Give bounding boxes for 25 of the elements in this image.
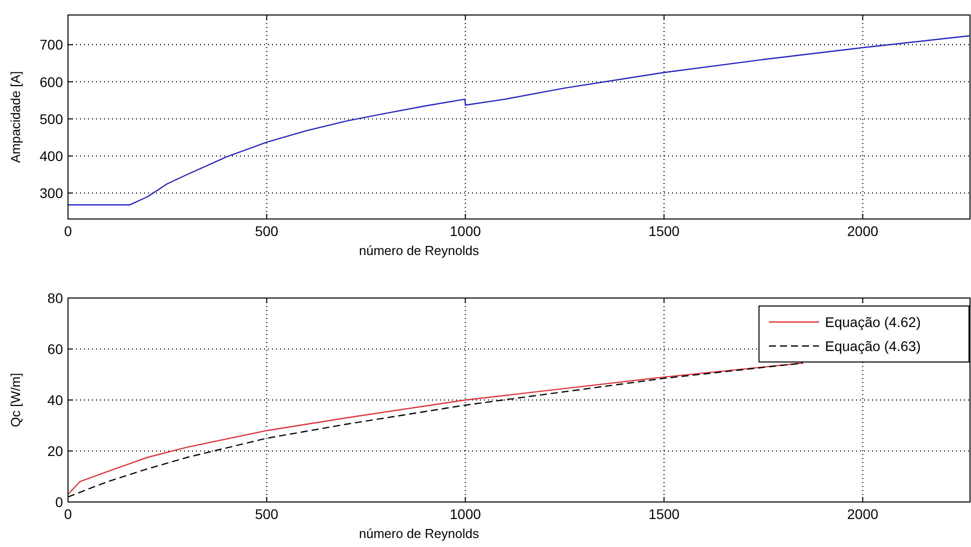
- x-tick-label: 1000: [450, 506, 482, 522]
- y-tick-label: 300: [40, 185, 64, 202]
- x-tick-label: 1000: [450, 223, 482, 239]
- y-tick-label: 60: [47, 341, 64, 357]
- y-tick-label: 700: [40, 36, 64, 53]
- x-tick-label: 500: [255, 506, 279, 522]
- y-tick-label: 0: [55, 494, 64, 510]
- legend-label: Equação (4.63): [825, 338, 921, 354]
- x-tick-label: 500: [255, 223, 279, 239]
- x-tick-label: 1500: [648, 223, 680, 239]
- x-axis-title: número de Reynolds: [359, 526, 480, 541]
- y-tick-label: 40: [47, 392, 64, 408]
- line-series: [67, 35, 971, 206]
- x-axis-title: número de Reynolds: [359, 243, 480, 258]
- y-tick-label: 20: [47, 443, 64, 459]
- x-tick-label: 2000: [847, 223, 878, 239]
- y-tick-label: 400: [40, 148, 64, 164]
- y-axis-title: Ampacidade [A]: [8, 71, 23, 163]
- x-tick-label: 1500: [648, 506, 680, 522]
- x-tick-label: 2000: [847, 506, 878, 522]
- y-tick-label: 500: [40, 110, 64, 127]
- y-axis-title: Qc [W/m]: [8, 372, 23, 428]
- y-tick-label: 80: [47, 290, 64, 306]
- legend-label: Equação (4.62): [825, 314, 921, 330]
- y-tick-label: 600: [40, 74, 64, 90]
